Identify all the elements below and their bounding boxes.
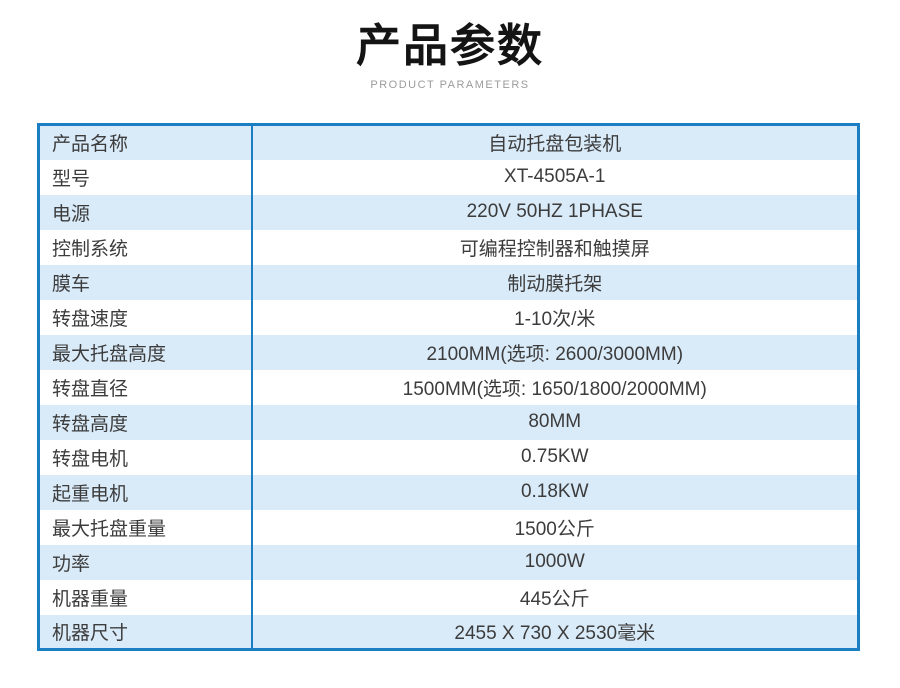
param-value-cell: 自动托盘包装机 bbox=[251, 124, 859, 160]
param-value-cell: 制动膜托架 bbox=[251, 264, 859, 300]
table-row: 起重电机 0.18KW bbox=[38, 474, 859, 510]
param-label-cell: 起重电机 bbox=[38, 474, 253, 510]
table-row: 转盘电机 0.75KW bbox=[38, 439, 859, 475]
param-value-cell: 可编程控制器和触摸屏 bbox=[251, 229, 859, 265]
param-label-cell: 最大托盘重量 bbox=[38, 509, 253, 545]
table-row: 型号 XT-4505A-1 bbox=[38, 159, 859, 195]
table-row: 机器重量 445公斤 bbox=[38, 579, 859, 615]
param-value-cell: XT-4505A-1 bbox=[251, 159, 859, 195]
page-header: 产品参数 PRODUCT PARAMETERS bbox=[0, 0, 900, 92]
table-row: 转盘高度 80MM bbox=[38, 404, 859, 440]
table-row: 膜车 制动膜托架 bbox=[38, 264, 859, 300]
param-label-cell: 转盘电机 bbox=[38, 439, 253, 475]
table-row: 最大托盘高度 2100MM(选项: 2600/3000MM) bbox=[38, 334, 859, 370]
table-row: 机器尺寸 2455 X 730 X 2530毫米 bbox=[38, 614, 859, 650]
param-value-cell: 0.75KW bbox=[251, 439, 859, 475]
page-subtitle: PRODUCT PARAMETERS bbox=[370, 79, 530, 91]
param-value-cell: 0.18KW bbox=[251, 474, 859, 510]
table-row: 功率 1000W bbox=[38, 544, 859, 580]
param-label-cell: 型号 bbox=[38, 159, 253, 195]
param-value-cell: 1500公斤 bbox=[251, 509, 859, 545]
table-row: 最大托盘重量 1500公斤 bbox=[38, 509, 859, 545]
param-label-cell: 转盘高度 bbox=[38, 404, 253, 440]
param-label-cell: 机器尺寸 bbox=[38, 614, 253, 650]
param-value-cell: 220V 50HZ 1PHASE bbox=[251, 194, 859, 230]
table-row: 转盘速度 1-10次/米 bbox=[38, 299, 859, 335]
param-value-cell: 1500MM(选项: 1650/1800/2000MM) bbox=[251, 369, 859, 405]
table-row: 控制系统 可编程控制器和触摸屏 bbox=[38, 229, 859, 265]
param-value-cell: 445公斤 bbox=[251, 579, 859, 615]
param-label-cell: 最大托盘高度 bbox=[38, 334, 253, 370]
param-label-cell: 电源 bbox=[38, 194, 253, 230]
parameters-table-body: 产品名称 自动托盘包装机 型号 XT-4505A-1 电源 220V 50HZ 1PHAS… bbox=[38, 124, 859, 650]
param-label-cell: 机器重量 bbox=[38, 579, 253, 615]
param-value-cell: 1000W bbox=[251, 544, 859, 580]
param-label-cell: 功率 bbox=[38, 544, 253, 580]
param-value-cell: 80MM bbox=[251, 404, 859, 440]
param-label-cell: 转盘速度 bbox=[38, 299, 253, 335]
table-row: 产品名称 自动托盘包装机 bbox=[38, 124, 859, 160]
param-label-cell: 转盘直径 bbox=[38, 369, 253, 405]
param-label-cell: 控制系统 bbox=[38, 229, 253, 265]
table-row: 转盘直径 1500MM(选项: 1650/1800/2000MM) bbox=[38, 369, 859, 405]
param-value-cell: 2455 X 730 X 2530毫米 bbox=[251, 614, 859, 650]
parameters-table: 产品名称 自动托盘包装机 型号 XT-4505A-1 电源 220V 50HZ 1PHAS… bbox=[37, 123, 860, 651]
page-title: 产品参数 bbox=[355, 20, 544, 71]
param-label-cell: 产品名称 bbox=[38, 124, 253, 160]
param-value-cell: 1-10次/米 bbox=[251, 299, 859, 335]
table-row: 电源 220V 50HZ 1PHASE bbox=[38, 194, 859, 230]
param-label-cell: 膜车 bbox=[38, 264, 253, 300]
param-value-cell: 2100MM(选项: 2600/3000MM) bbox=[251, 334, 859, 370]
